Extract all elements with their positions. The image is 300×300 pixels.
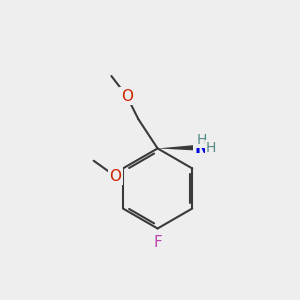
Text: N: N (195, 139, 208, 157)
Text: H: H (206, 141, 216, 155)
Polygon shape (158, 145, 200, 151)
Text: F: F (153, 235, 162, 250)
Text: O: O (121, 88, 133, 104)
Text: H: H (196, 133, 207, 147)
Text: O: O (109, 169, 121, 184)
